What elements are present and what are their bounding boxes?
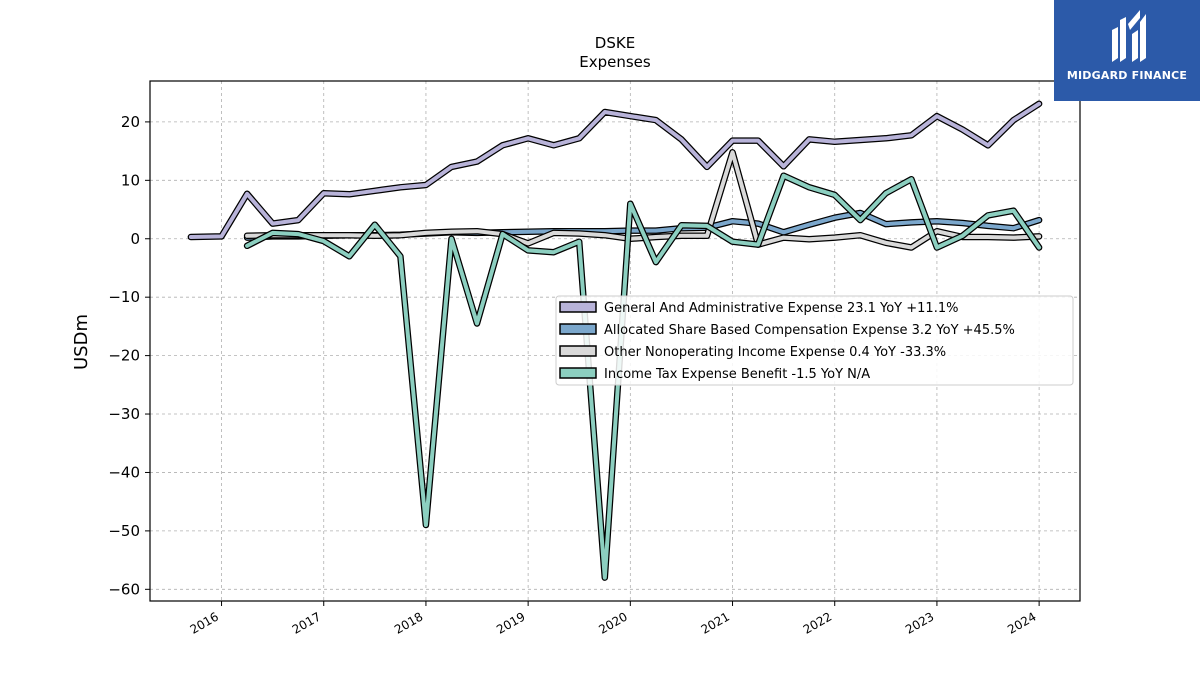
legend-swatch (559, 345, 597, 357)
legend-label: General And Administrative Expense 23.1 … (604, 301, 958, 316)
legend: General And Administrative Expense 23.1 … (555, 295, 1074, 386)
y-tick-label: −10 (108, 288, 140, 306)
y-tick-label: −50 (108, 522, 140, 540)
series-line (245, 173, 1042, 580)
brand-logo: MIDGARD FINANCE (1054, 0, 1200, 101)
x-tick-label: 2017 (290, 609, 323, 636)
x-tick-label: 2021 (699, 609, 732, 636)
chart-subtitle: Expenses (579, 53, 651, 71)
y-axis: 20 10 0 −10 −20 −30 −40 −50 −60 (108, 113, 150, 598)
y-tick-label: 20 (121, 113, 140, 131)
y-axis-label: USDm (71, 314, 92, 370)
x-tick-label: 2023 (903, 609, 936, 636)
series-3 (243, 172, 1043, 581)
x-tick-label: 2016 (188, 609, 221, 636)
series-0 (187, 100, 1043, 241)
series-lines (187, 100, 1043, 581)
legend-swatch (559, 323, 597, 335)
y-tick-label: 0 (130, 230, 140, 248)
legend-box (555, 295, 1074, 386)
chart-title: DSKE (595, 34, 635, 52)
x-tick-label: 2022 (801, 609, 834, 636)
x-axis: 2016 2017 2018 2019 2020 2021 2022 2023 2024 (188, 601, 1040, 637)
brand-name: MIDGARD FINANCE (1066, 69, 1188, 82)
legend-label: Income Tax Expense Benefit -1.5 YoY N/A (604, 367, 870, 382)
x-tick-label: 2020 (596, 609, 629, 636)
plot-frame (149, 80, 1081, 602)
series-line-outline (187, 100, 1043, 241)
x-tick-label: 2019 (494, 609, 527, 636)
y-tick-label: −40 (108, 463, 140, 481)
logo-mark-icon (1112, 10, 1146, 62)
y-tick-label: 10 (121, 171, 140, 189)
y-tick-label: −20 (108, 347, 140, 365)
x-tick-label: 2018 (392, 609, 425, 636)
legend-swatch (559, 301, 597, 313)
series-line (188, 101, 1042, 239)
x-tick-label: 2024 (1005, 609, 1038, 636)
y-tick-label: −30 (108, 405, 140, 423)
y-tick-label: −60 (108, 580, 140, 598)
legend-label: Other Nonoperating Income Expense 0.4 Yo… (604, 345, 946, 360)
legend-label: Allocated Share Based Compensation Expen… (604, 323, 1015, 338)
legend-swatch (559, 367, 597, 379)
